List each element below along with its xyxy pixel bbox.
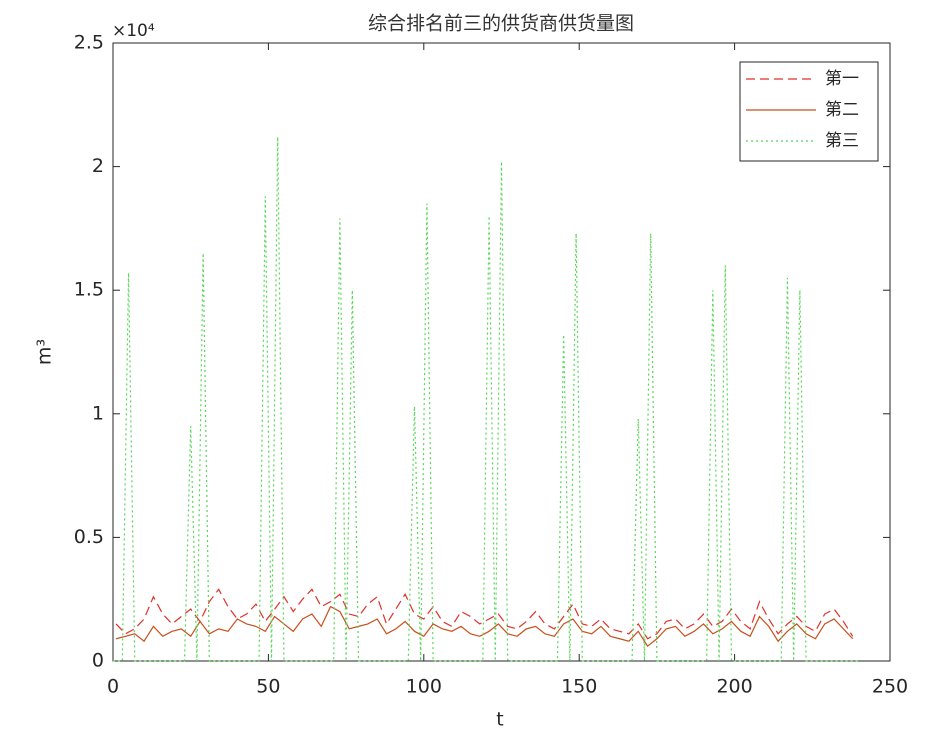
x-tick-label: 50 (256, 676, 280, 698)
series-line (113, 136, 859, 662)
y-tick-label: 1.5 (74, 279, 104, 301)
y-exponent: ×10⁴ (112, 21, 155, 41)
y-tick-label: 1 (92, 402, 104, 424)
chart-title: 综合排名前三的供货商供货量图 (368, 13, 634, 35)
x-axis-label: t (496, 709, 503, 731)
y-axis-label: m³ (34, 339, 56, 365)
legend-label: 第二 (825, 100, 859, 120)
legend-label: 第一 (825, 69, 859, 89)
x-tick-label: 100 (406, 676, 442, 698)
legend-label: 第三 (825, 131, 859, 151)
x-tick-label: 0 (107, 676, 119, 698)
x-tick-label: 150 (561, 676, 597, 698)
x-tick-label: 250 (872, 676, 908, 698)
series-line (115, 588, 854, 640)
series-line (115, 605, 854, 648)
y-tick-label: 0 (92, 650, 104, 672)
y-tick-label: 2 (92, 155, 104, 177)
y-tick-label: 0.5 (74, 526, 104, 548)
y-tick-label: 2.5 (74, 32, 104, 54)
x-tick-label: 200 (716, 676, 752, 698)
